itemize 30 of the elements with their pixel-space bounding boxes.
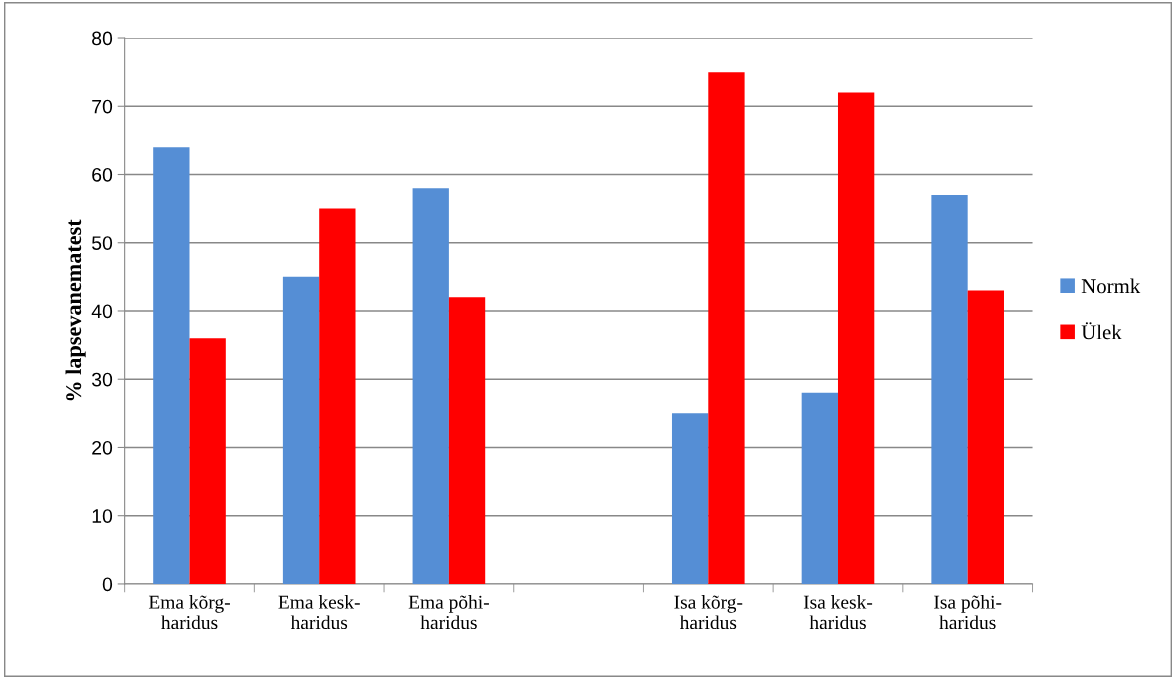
y-tick-label: 70: [92, 99, 113, 114]
bar: [448, 297, 486, 584]
x-tick-label: Ema kõrg- haridus: [148, 595, 230, 630]
x-tick-label: Isa kesk- haridus: [803, 595, 873, 630]
y-tick-label: 60: [92, 167, 113, 182]
y-tick-label: 10: [92, 509, 113, 523]
bar: [189, 338, 226, 584]
bar: [153, 147, 190, 584]
bar: [967, 290, 1004, 584]
bar: [708, 72, 745, 584]
bar: [837, 92, 875, 584]
y-tick-label: 20: [92, 440, 113, 455]
y-tick-label: 80: [92, 31, 113, 46]
y-axis-title: % lapsevanematest: [65, 219, 86, 401]
x-tick-label: Isa põhi- haridus: [934, 595, 1002, 630]
legend-label: Normk: [1081, 278, 1141, 294]
y-tick-label: 30: [91, 372, 113, 387]
bar: [801, 392, 838, 584]
x-tick-label: Isa kõrg- haridus: [674, 595, 743, 630]
bar: [931, 194, 968, 584]
x-tick-label: Ema kesk- haridus: [278, 595, 360, 630]
y-tick-label: 0: [102, 577, 113, 592]
bar: [282, 276, 320, 584]
legend-label: Ülek: [1081, 322, 1122, 340]
y-tick-label: 50: [92, 236, 113, 250]
x-tick-label: Ema põhi- haridus: [408, 595, 489, 630]
bar: [319, 208, 356, 584]
bar: [412, 188, 449, 584]
y-tick-label: 40: [91, 304, 113, 319]
bar: [671, 413, 709, 584]
